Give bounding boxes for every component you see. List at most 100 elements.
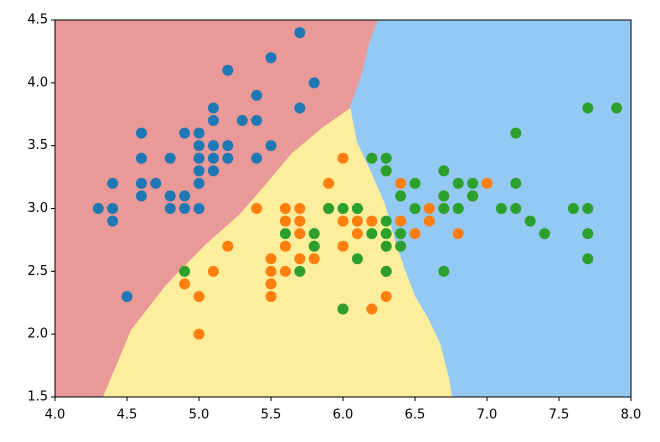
point xyxy=(395,228,407,240)
point xyxy=(279,265,291,277)
x-tick-label: 7.5 xyxy=(549,408,570,423)
point xyxy=(582,253,594,265)
x-tick-label: 5.5 xyxy=(261,408,282,423)
y-tick-label: 2.0 xyxy=(27,327,48,342)
point xyxy=(294,215,306,227)
point xyxy=(279,203,291,214)
point xyxy=(510,203,522,214)
point xyxy=(294,203,306,214)
point xyxy=(380,265,392,277)
point xyxy=(193,165,205,177)
point xyxy=(179,203,191,214)
y-tick-label: 1.5 xyxy=(27,390,48,405)
point xyxy=(265,140,277,152)
point xyxy=(409,228,421,240)
point xyxy=(135,127,147,139)
point xyxy=(164,152,176,164)
point xyxy=(294,102,306,114)
point xyxy=(265,253,277,265)
point xyxy=(380,215,392,227)
point xyxy=(207,140,219,152)
x-tick-label: 7.0 xyxy=(477,408,498,423)
point xyxy=(135,190,147,202)
point xyxy=(337,303,349,315)
point xyxy=(452,228,464,240)
point xyxy=(222,240,234,252)
point xyxy=(409,177,421,189)
point xyxy=(438,190,450,202)
x-tick-label: 8.0 xyxy=(621,408,642,423)
point xyxy=(337,215,349,227)
region-red xyxy=(55,20,378,397)
point xyxy=(294,228,306,240)
point xyxy=(380,152,392,164)
y-tick-label: 3.5 xyxy=(27,138,48,153)
point xyxy=(207,265,219,277)
point xyxy=(337,240,349,252)
point xyxy=(452,203,464,214)
point xyxy=(582,203,594,214)
point xyxy=(251,203,263,214)
point xyxy=(423,215,435,227)
point xyxy=(135,152,147,164)
point xyxy=(236,115,248,127)
point xyxy=(308,77,320,89)
point xyxy=(150,177,162,189)
point xyxy=(279,228,291,240)
point xyxy=(294,265,306,277)
point xyxy=(366,152,378,164)
point xyxy=(222,152,234,164)
y-tick-label: 4.5 xyxy=(27,13,48,28)
point xyxy=(395,177,407,189)
region-blue xyxy=(350,20,631,397)
point xyxy=(265,278,277,290)
x-tick-label: 4.5 xyxy=(117,408,138,423)
point xyxy=(438,265,450,277)
y-tick-label: 3.0 xyxy=(27,201,48,216)
point xyxy=(351,253,363,265)
point xyxy=(611,102,623,114)
point xyxy=(567,203,579,214)
point xyxy=(107,203,119,214)
point xyxy=(107,215,119,227)
point xyxy=(193,177,205,189)
point xyxy=(323,177,335,189)
point xyxy=(222,64,234,76)
point xyxy=(207,115,219,127)
point xyxy=(207,102,219,114)
point xyxy=(265,265,277,277)
point xyxy=(179,265,191,277)
point xyxy=(251,152,263,164)
point xyxy=(380,240,392,252)
point xyxy=(582,228,594,240)
point xyxy=(92,203,104,214)
point xyxy=(351,228,363,240)
point xyxy=(193,140,205,152)
point xyxy=(251,115,263,127)
point xyxy=(107,177,119,189)
point xyxy=(395,240,407,252)
x-tick-label: 6.0 xyxy=(333,408,354,423)
point xyxy=(438,165,450,177)
point xyxy=(510,177,522,189)
point xyxy=(481,177,493,189)
point xyxy=(337,203,349,214)
point xyxy=(380,228,392,240)
point xyxy=(121,290,133,302)
point xyxy=(366,228,378,240)
point xyxy=(366,215,378,227)
point xyxy=(294,27,306,39)
point xyxy=(467,177,479,189)
point xyxy=(582,102,594,114)
point xyxy=(294,253,306,265)
y-tick-label: 4.0 xyxy=(27,75,48,90)
point xyxy=(423,203,435,214)
point xyxy=(251,89,263,101)
y-tick-label: 2.5 xyxy=(27,264,48,279)
point xyxy=(193,152,205,164)
point xyxy=(179,127,191,139)
point xyxy=(193,328,205,340)
point xyxy=(279,215,291,227)
point xyxy=(467,190,479,202)
